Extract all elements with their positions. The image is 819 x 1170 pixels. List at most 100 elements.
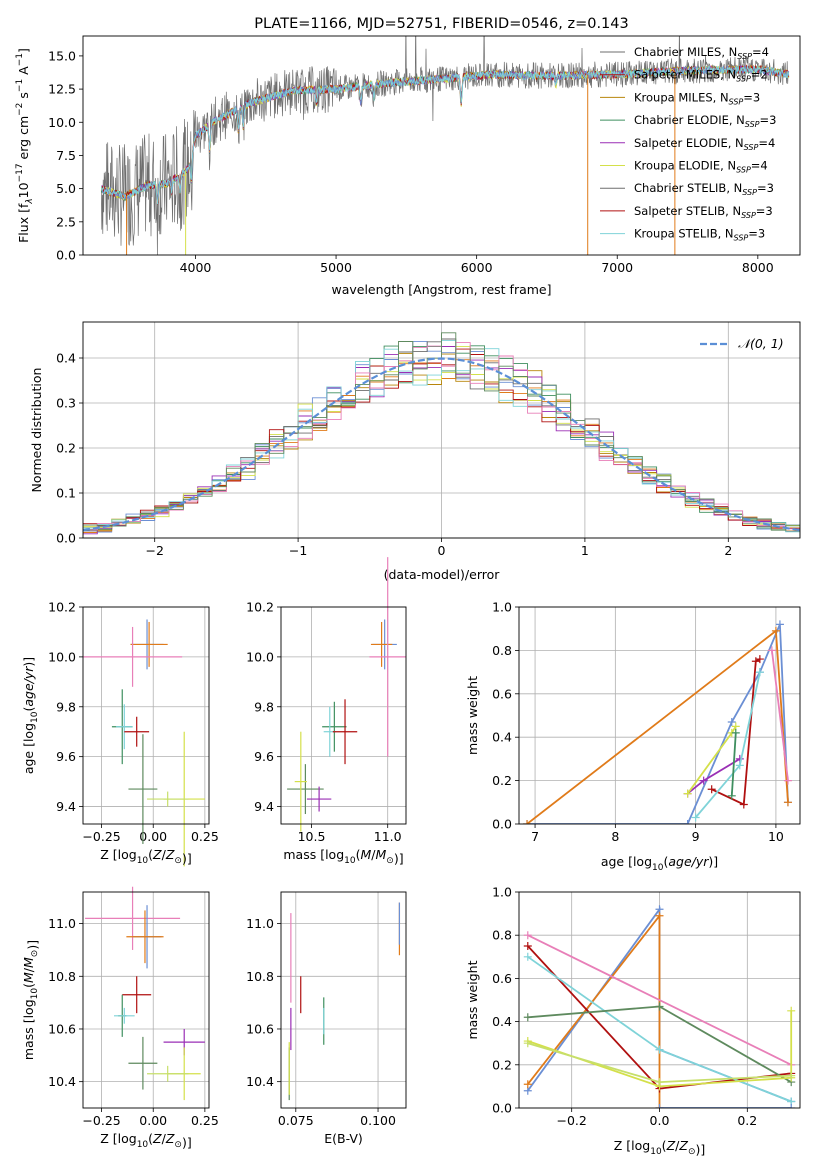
mass-vs-z-ylabel: mass [log10(M/M⊙)] [21, 940, 40, 1060]
weight-vs-z-marker [655, 1045, 664, 1054]
chart-title: PLATE=1166, MJD=52751, FIBERID=0546, z=0… [254, 16, 628, 32]
weight-vs-z-ytick-label: 0.4 [492, 1014, 512, 1029]
spectrum-xlabel: wavelength [Angstrom, rest frame] [331, 282, 551, 297]
weight-vs-age-ytick-label: 1.0 [492, 600, 512, 615]
weight-vs-age-marker [775, 620, 784, 629]
weight-vs-age-frame [518, 606, 801, 825]
spectrum-xtick-label: 7000 [601, 260, 633, 275]
weight-vs-z-xlabel: Z [log10(Z/Z⊙)] [614, 1138, 706, 1157]
age-vs-mass-ytick-label: 10.2 [246, 600, 274, 615]
mass-vs-ebv-ytick-label: 10.4 [246, 1074, 274, 1089]
weight-vs-age-series-line [711, 658, 761, 806]
spectrum-plot [100, 36, 790, 255]
weight-vs-age-xtick-label: 10 [768, 829, 784, 844]
weight-vs-age-marker [783, 798, 792, 807]
spectrum-ytick-label: 10.0 [48, 115, 76, 130]
weight-vs-age-marker [691, 813, 700, 822]
weight-vs-age-marker [767, 646, 776, 655]
weight-vs-age-marker [727, 791, 736, 800]
weight-vs-z-frame [518, 891, 801, 1109]
age-vs-mass-xlabel: mass [log10(M/M⊙)] [283, 847, 403, 866]
mass-vs-z-ytick-label: 10.8 [48, 969, 76, 984]
weight-vs-age-series-line [686, 725, 737, 795]
age-vs-z-points [83, 619, 205, 867]
mass-vs-z-ytick-label: 10.4 [48, 1074, 76, 1089]
weight-vs-age-marker [683, 820, 692, 824]
age-vs-z-ytick-label: 9.6 [56, 749, 76, 764]
age-vs-mass-ytick-label: 10.0 [246, 649, 274, 664]
weight-vs-z-ytick-label: 0.0 [492, 1101, 512, 1116]
residuals-ytick-label: 0.1 [56, 486, 76, 501]
weight-vs-z-marker [523, 1039, 532, 1048]
spectrum-ytick-label: 12.5 [48, 82, 76, 97]
mass-vs-ebv-axes: 0.075 0.100 10.4 10.6 10.8 11.0 [246, 892, 406, 1128]
weight-vs-z-xtick-label: 0.2 [737, 1113, 757, 1128]
weight-vs-age-xtick-label: 7 [531, 829, 539, 844]
weight-vs-age-marker [699, 776, 708, 785]
weight-vs-z-marker [523, 952, 532, 961]
mass-vs-z-ytick-label: 11.0 [48, 916, 76, 931]
weight-vs-age-ytick-label: 0.4 [492, 730, 512, 745]
weight-vs-age-ytick-label: 0.2 [492, 773, 512, 788]
weight-vs-age-marker [755, 668, 764, 677]
spectrum-xtick-label: 6000 [461, 260, 493, 275]
age-vs-z-ytick-label: 10.0 [48, 649, 76, 664]
spectrum-ytick-label: 5.0 [56, 181, 76, 196]
legend-entry: Kroupa ELODIE, NSSP=4 [634, 159, 768, 175]
mass-vs-ebv-ytick-label: 10.6 [246, 1021, 274, 1036]
weight-vs-z-marker [523, 931, 532, 940]
age-vs-z-axes: −0.25 0.00 0.25 9.4 9.6 9.8 10.0 10.2 [48, 600, 219, 845]
weight-vs-z-axes: −0.2 0.0 0.2 0.0 0.2 0.4 0.6 0.8 1.0 [492, 885, 800, 1128]
legend-entry: Chabrier ELODIE, NSSP=3 [634, 113, 776, 129]
weight-vs-z-xtick-label: −0.2 [557, 1113, 587, 1128]
weight-vs-age-xlabel: age [log10(age/yr)] [601, 854, 718, 873]
age-vs-mass-xtick-label: 11.0 [374, 829, 402, 844]
residuals-xtick-label: 0 [438, 543, 446, 558]
residuals-normal-curve [83, 357, 800, 532]
mass-vs-ebv-frame [280, 891, 407, 1109]
weight-vs-age-xtick-label: 9 [692, 829, 700, 844]
residuals-xlabel: (data-model)/error [384, 567, 501, 582]
legend-entry: Kroupa MILES, NSSP=3 [634, 90, 760, 106]
weight-vs-z-marker [787, 1104, 796, 1108]
weight-vs-age-marker [771, 626, 780, 635]
mass-vs-z-xlabel: Z [log10(Z/Z⊙)] [100, 1131, 192, 1150]
spectrum-axes: 4000 5000 6000 7000 8000 0.0 2.5 5.0 7.5 10.0 12.5… [48, 48, 774, 275]
mass-vs-ebv-xlabel: E(B-V) [324, 1131, 363, 1146]
age-vs-z-frame [82, 606, 210, 825]
mass-vs-z-frame [82, 891, 210, 1109]
residuals-hist-sage [83, 332, 800, 535]
age-vs-z-ylabel: age [log10(age/yr)] [21, 657, 40, 774]
weight-vs-z-ytick-label: 0.2 [492, 1057, 512, 1072]
mass-vs-ebv-points [288, 902, 401, 1101]
mass-vs-z-axes: −0.25 0.00 0.25 10.4 10.6 10.8 11.0 [48, 892, 219, 1128]
residuals-ytick-label: 0.2 [56, 441, 76, 456]
mass-vs-z-points [85, 886, 205, 1101]
mass-vs-ebv-xtick-label: 0.075 [278, 1113, 314, 1128]
weight-vs-age-marker [727, 718, 736, 727]
age-vs-mass-ytick-label: 9.8 [254, 699, 274, 714]
weight-vs-z-marker [655, 1078, 664, 1087]
weight-vs-age-ytick-label: 0.0 [492, 817, 512, 832]
residuals-legend-entry: 𝒩(0, 1) [738, 336, 784, 351]
age-vs-mass-xtick-label: 10.5 [298, 829, 326, 844]
age-vs-z-xlabel: Z [log10(Z/Z⊙)] [100, 847, 192, 866]
weight-vs-age-series-line [527, 624, 789, 824]
legend-entry: Chabrier STELIB, NSSP=3 [634, 181, 774, 197]
weight-vs-z-xtick-label: 0.0 [650, 1113, 670, 1128]
weight-vs-z-marker [523, 942, 532, 950]
spectrum-ylabel: Flux [fλ10−17 erg cm−2 s−1 A−1] [15, 48, 35, 243]
residuals-xtick-label: −2 [145, 543, 163, 558]
age-vs-z-ytick-label: 10.2 [48, 600, 76, 615]
age-vs-z-ytick-label: 9.8 [56, 699, 76, 714]
weight-vs-age-marker [755, 655, 764, 664]
spectrum-ytick-label: 7.5 [56, 148, 76, 163]
weight-vs-age-plot [523, 620, 792, 824]
spectrum-ytick-label: 2.5 [56, 214, 76, 229]
weight-vs-z-ytick-label: 0.6 [492, 971, 512, 986]
mass-vs-ebv-ytick-label: 10.8 [246, 969, 274, 984]
spectrum-legend: Chabrier MILES, NSSP=4 Salpeter MILES, NS… [600, 45, 776, 243]
residuals-xtick-label: 1 [581, 543, 589, 558]
weight-vs-age-marker [523, 820, 532, 824]
